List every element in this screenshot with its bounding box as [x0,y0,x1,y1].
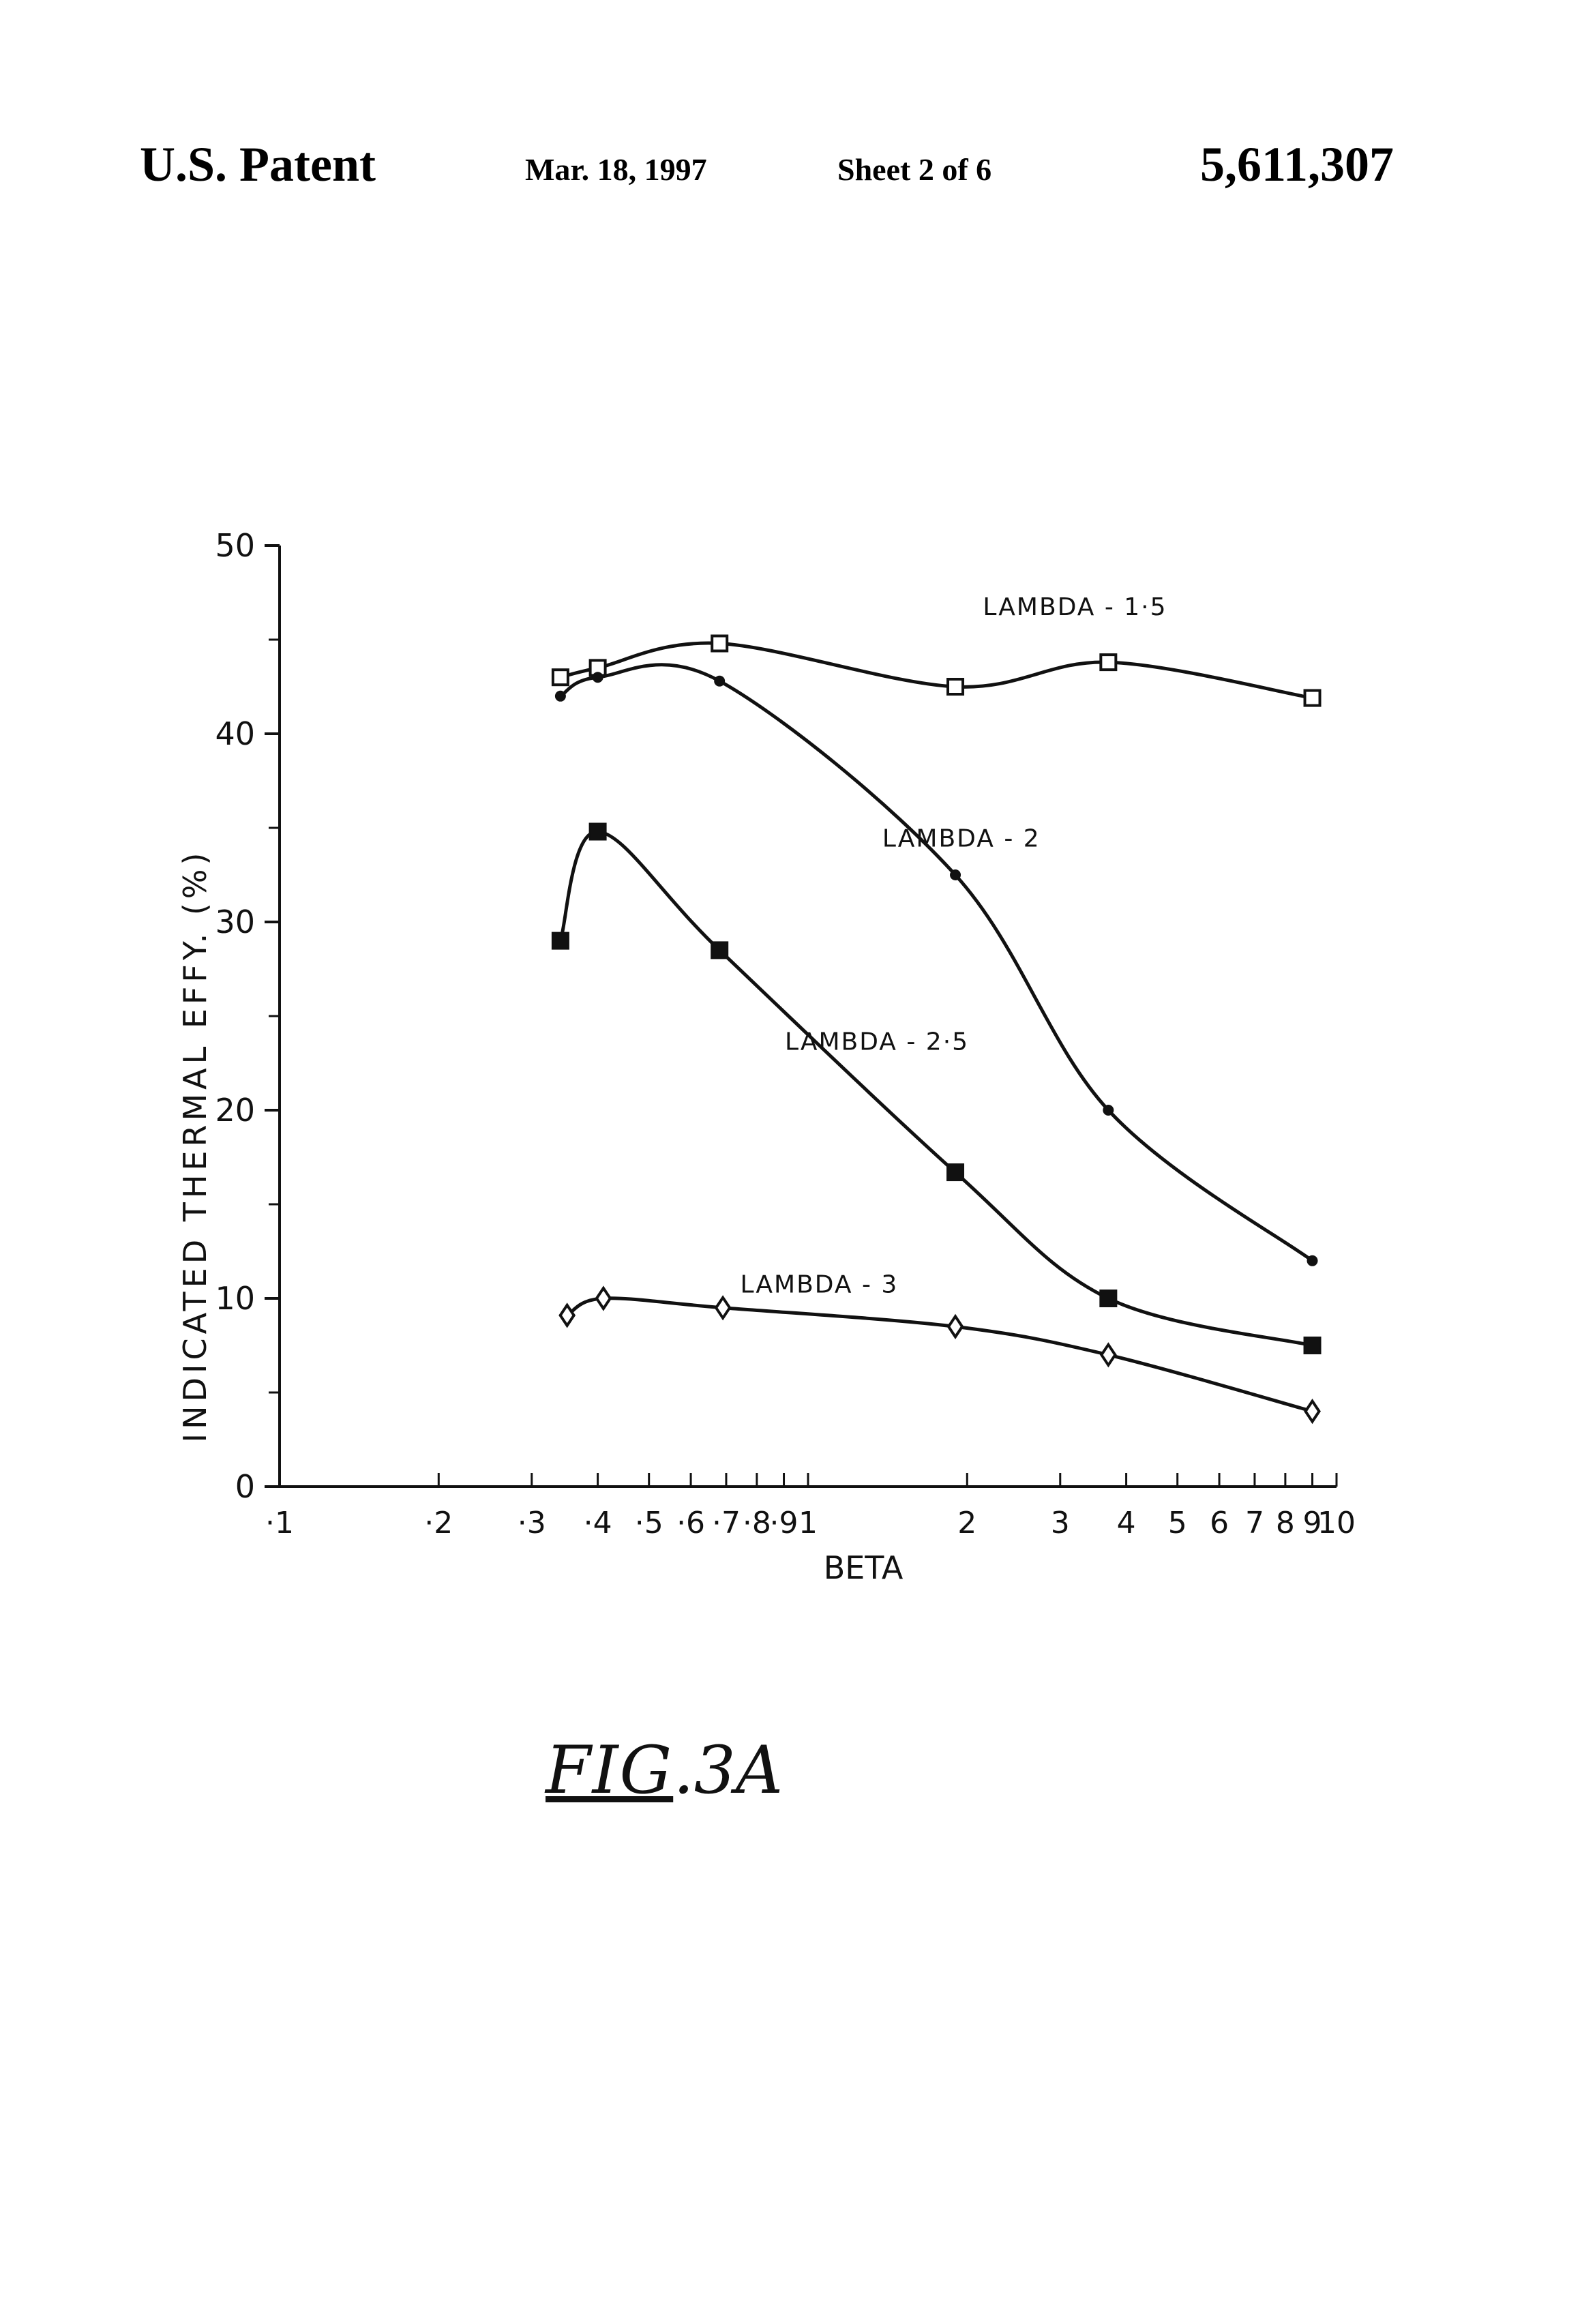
y-tick-label: 40 [215,715,255,752]
open-diamond-marker [561,1305,574,1326]
filled-square-marker [590,824,606,840]
open-square-marker [712,636,727,651]
x-axis-ticks: ·1·2·3·4·5·6·7·8·912345678910 [265,1473,1356,1540]
dot-marker [593,672,603,683]
series-label-lambda-3: LAMBDA - 3 [741,1271,899,1299]
x-tick-label: ·6 [676,1506,705,1540]
x-tick-label: 2 [957,1506,976,1540]
open-square-marker [1101,655,1116,670]
x-tick-label: ·5 [635,1506,663,1540]
open-diamond-marker [949,1316,962,1337]
y-tick-label: 50 [215,527,255,564]
curve-lambda-2-5 [561,831,1313,1345]
x-tick-label: 5 [1168,1506,1187,1540]
dot-marker [555,691,566,702]
curve-lambda-1-5 [561,643,1313,698]
open-square-marker [553,670,568,685]
figure-label: FIG.3A [546,1732,783,1808]
series-label-lambda-1-5: LAMBDA - 1·5 [983,593,1167,621]
x-axis-label: BETA [824,1549,904,1586]
filled-square-marker [552,933,569,949]
y-axis-label: INDICATED THERMAL EFFY. (%) [177,849,213,1443]
x-tick-label: 6 [1210,1506,1229,1540]
filled-square-marker [711,942,728,958]
series-curves [561,643,1313,1412]
figure-label-separator: . [673,1732,694,1808]
x-tick-label: 1 [799,1506,818,1540]
curve-lambda-3 [567,1298,1313,1412]
filled-square-marker [947,1164,964,1180]
x-tick-label: ·1 [265,1506,294,1540]
chart-axes [280,546,1337,1487]
x-tick-label: ·2 [424,1506,453,1540]
x-tick-label: 10 [1317,1506,1356,1540]
series-label-lambda-2-5: LAMBDA - 2·5 [785,1028,969,1056]
open-diamond-marker [1306,1401,1319,1422]
x-tick-label: ·7 [712,1506,741,1540]
y-tick-label: 30 [215,904,255,940]
x-tick-label: 4 [1117,1506,1136,1540]
filled-square-marker [1100,1290,1116,1307]
dot-marker [950,869,961,880]
dot-marker [714,676,725,687]
x-tick-label: ·8 [743,1506,771,1540]
figure-label-mark: FIG [546,1732,673,1808]
x-tick-label: 8 [1276,1506,1295,1540]
open-square-marker [948,679,963,694]
y-tick-label: 20 [215,1092,255,1129]
curve-lambda-2 [561,665,1313,1261]
x-tick-label: ·9 [770,1506,799,1540]
filled-square-marker [1304,1337,1321,1354]
y-tick-label: 0 [235,1468,255,1505]
open-diamond-marker [1101,1345,1115,1365]
open-diamond-marker [597,1288,610,1309]
figure-label-number: 3A [694,1732,783,1808]
open-diamond-marker [716,1298,730,1318]
y-axis-ticks: 0 10 20 30 40 50 [215,527,280,1505]
x-tick-label: ·3 [518,1506,546,1540]
dot-marker [1307,1255,1318,1266]
open-square-marker [1305,691,1320,706]
y-tick-label: 10 [215,1280,255,1317]
dot-marker [1103,1105,1114,1116]
series-label-lambda-2: LAMBDA - 2 [882,825,1041,853]
x-tick-label: 3 [1051,1506,1070,1540]
x-tick-label: ·4 [584,1506,612,1540]
x-tick-label: 7 [1245,1506,1264,1540]
series-labels: LAMBDA - 1·5 LAMBDA - 2 LAMBDA - 2·5 LAMBDA… [741,593,1167,1299]
